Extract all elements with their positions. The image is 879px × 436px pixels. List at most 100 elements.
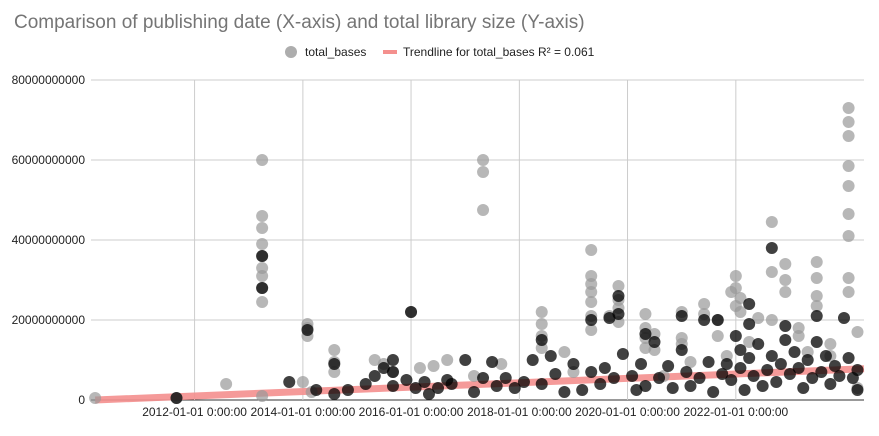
data-point: [779, 286, 792, 298]
data-point: [585, 314, 598, 326]
chart-title: Comparison of publishing date (X-axis) a…: [14, 12, 585, 33]
data-point: [427, 360, 440, 372]
data-point: [747, 370, 760, 382]
data-point: [815, 366, 828, 378]
data-point: [468, 370, 481, 382]
data-point: [743, 298, 756, 310]
data-point: [752, 338, 765, 350]
data-point: [535, 378, 548, 390]
data-point: [256, 210, 269, 222]
data-point: [526, 354, 539, 366]
data-point: [585, 366, 598, 378]
data-point: [752, 312, 765, 324]
data-point: [612, 308, 625, 320]
data-point: [585, 324, 598, 336]
y-axis-ticks: 0 20000000000 40000000000 60000000000 800000…: [12, 73, 86, 407]
data-point: [842, 286, 855, 298]
data-point: [616, 348, 629, 360]
gridlines: [91, 79, 864, 401]
data-point: [810, 300, 823, 312]
data-point: [684, 356, 697, 368]
data-point: [729, 270, 742, 282]
data-point: [788, 346, 801, 358]
data-point: [729, 330, 742, 342]
data-point: [459, 354, 472, 366]
data-point: [441, 354, 454, 366]
data-point: [256, 154, 269, 166]
data-point: [824, 338, 837, 350]
data-point: [851, 326, 864, 338]
data-point: [851, 384, 864, 396]
x-tick-label: 2020-01-01 0:00:00: [575, 405, 680, 419]
data-point: [779, 334, 792, 346]
data-point: [770, 376, 783, 388]
y-tick-label: 60000000000: [12, 153, 86, 167]
data-point: [635, 358, 648, 370]
data-point: [639, 342, 652, 354]
data-point: [468, 386, 481, 398]
x-tick-label: 2022-01-01 0:00:00: [683, 405, 788, 419]
data-point: [779, 274, 792, 286]
data-point: [842, 180, 855, 192]
data-point: [765, 314, 778, 326]
data-point: [828, 360, 841, 372]
data-point: [576, 384, 589, 396]
data-point: [806, 372, 819, 384]
data-point: [716, 368, 729, 380]
data-point: [684, 380, 697, 392]
data-point: [256, 250, 269, 262]
data-point: [585, 244, 598, 256]
data-point: [386, 354, 399, 366]
data-point: [698, 298, 711, 310]
data-point: [698, 314, 711, 326]
data-point: [301, 324, 314, 336]
data-point: [765, 266, 778, 278]
data-point: [220, 378, 233, 390]
data-point: [567, 358, 580, 370]
data-point: [765, 242, 778, 254]
data-point: [837, 312, 850, 324]
x-axis-ticks: 2012-01-01 0:00:00 2014-01-01 0:00:00 2016…: [142, 405, 788, 419]
data-point: [477, 372, 490, 384]
data-point: [824, 378, 837, 390]
data-point: [797, 382, 810, 394]
data-point: [400, 374, 413, 386]
data-point: [549, 368, 562, 380]
data-point: [743, 352, 756, 364]
data-point: [693, 372, 706, 384]
data-point: [598, 362, 611, 374]
data-point: [810, 256, 823, 268]
x-tick-label: 2018-01-01 0:00:00: [467, 405, 572, 419]
data-point: [477, 154, 490, 166]
data-point: [779, 320, 792, 332]
data-point: [585, 286, 598, 298]
trendline: [95, 365, 865, 404]
data-point: [842, 102, 855, 114]
data-point: [368, 370, 381, 382]
data-point: [377, 362, 390, 374]
data-point: [535, 334, 548, 346]
data-point: [774, 358, 787, 370]
data-point: [639, 328, 652, 340]
data-point: [765, 350, 778, 362]
data-point: [445, 378, 458, 390]
data-point: [256, 222, 269, 234]
y-tick-label: 0: [78, 393, 85, 407]
data-point: [734, 292, 747, 304]
data-point: [386, 380, 399, 392]
legend-label-trendline: Trendline for total_bases R² = 0.061: [403, 45, 595, 59]
data-point: [413, 362, 426, 374]
data-point: [842, 116, 855, 128]
data-point: [310, 384, 323, 396]
data-point: [729, 282, 742, 294]
data-point: [810, 336, 823, 348]
data-point: [612, 280, 625, 292]
data-point: [328, 388, 341, 400]
data-point: [765, 216, 778, 228]
data-point: [675, 344, 688, 356]
data-point: [675, 310, 688, 322]
y-tick-label: 40000000000: [12, 233, 86, 247]
data-point: [256, 390, 269, 402]
